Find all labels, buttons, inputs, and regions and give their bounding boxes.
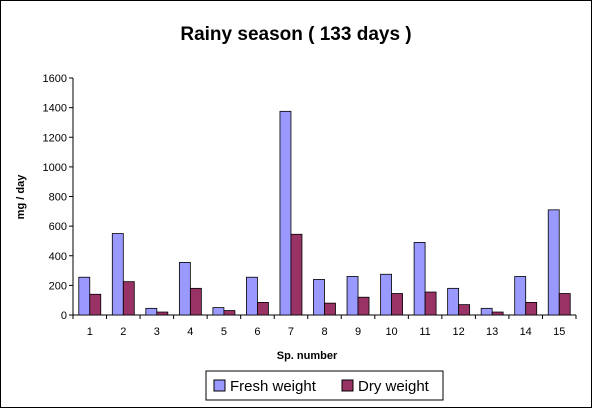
bar-fresh-weight-5 xyxy=(212,307,225,316)
y-axis-title: mg / day xyxy=(15,174,27,220)
y-tick-label: 0 xyxy=(61,310,67,322)
bar-fresh-weight-3 xyxy=(145,307,158,316)
bar-dry-weight-12 xyxy=(458,304,471,316)
bar-dry-weight-3 xyxy=(156,311,169,316)
x-tick-label: 11 xyxy=(419,326,430,338)
y-tick-label: 200 xyxy=(49,280,67,292)
x-tick-label: 9 xyxy=(355,326,361,338)
bar-dry-weight-9 xyxy=(357,296,370,316)
y-tick-label: 1200 xyxy=(43,132,67,144)
bar-fresh-weight-8 xyxy=(313,279,325,316)
x-tick-label: 14 xyxy=(520,326,532,338)
bar-fresh-weight-6 xyxy=(246,276,258,316)
x-tick-label: 2 xyxy=(120,326,126,338)
legend-swatch-fresh-weight xyxy=(213,379,226,392)
legend-swatch-dry-weight xyxy=(341,379,354,392)
x-tick-label: 7 xyxy=(288,326,294,338)
bar-fresh-weight-1 xyxy=(78,276,91,316)
bars xyxy=(78,110,571,316)
bar-fresh-weight-14 xyxy=(514,276,527,316)
x-tick-label: 8 xyxy=(321,326,327,338)
x-tick-label: 13 xyxy=(486,326,498,338)
bar-dry-weight-11 xyxy=(424,291,437,316)
legend-label-fresh-weight: Fresh weight xyxy=(230,378,317,395)
bar-fresh-weight-7 xyxy=(279,110,292,316)
y-tick-label: 400 xyxy=(49,251,67,263)
y-tick-label: 600 xyxy=(49,221,67,233)
y-tick-label: 1600 xyxy=(43,73,67,85)
bar-fresh-weight-9 xyxy=(346,276,359,316)
legend-label-dry-weight: Dry weight xyxy=(358,378,430,395)
x-tick-label: 3 xyxy=(154,326,160,338)
bar-dry-weight-2 xyxy=(122,281,135,316)
x-axis-title: Sp. number xyxy=(277,350,338,362)
bar-dry-weight-10 xyxy=(391,293,403,316)
y-tick-label: 1400 xyxy=(43,103,67,115)
y-tick-label: 1000 xyxy=(43,162,67,174)
bar-dry-weight-13 xyxy=(491,311,504,316)
x-tick-label: 1 xyxy=(87,326,93,338)
bar-fresh-weight-13 xyxy=(480,307,493,316)
bar-dry-weight-5 xyxy=(223,310,236,316)
bar-fresh-weight-11 xyxy=(413,242,426,316)
chart-title: Rainy season ( 133 days ) xyxy=(180,24,411,45)
bar-dry-weight-8 xyxy=(324,302,336,316)
bar-dry-weight-6 xyxy=(257,302,269,316)
x-tick-label: 10 xyxy=(385,326,397,338)
bar-fresh-weight-4 xyxy=(178,262,191,316)
x-tick-label: 4 xyxy=(187,326,193,338)
bar-fresh-weight-10 xyxy=(380,273,392,316)
x-tick-label: 15 xyxy=(553,326,565,338)
legend-box xyxy=(205,370,444,401)
x-tick-label: 6 xyxy=(254,326,260,338)
x-tick-label: 5 xyxy=(221,326,227,338)
bar-dry-weight-7 xyxy=(290,233,303,316)
bar-dry-weight-4 xyxy=(189,287,202,316)
bar-dry-weight-1 xyxy=(89,293,102,316)
x-tick-label: 12 xyxy=(453,326,465,338)
bar-fresh-weight-15 xyxy=(547,209,560,316)
bar-dry-weight-14 xyxy=(525,302,538,316)
legend: Fresh weight Dry weight xyxy=(205,370,444,401)
bar-fresh-weight-12 xyxy=(447,287,460,316)
bar-dry-weight-15 xyxy=(558,293,571,316)
bar-fresh-weight-2 xyxy=(111,233,124,316)
y-tick-label: 800 xyxy=(49,192,67,204)
